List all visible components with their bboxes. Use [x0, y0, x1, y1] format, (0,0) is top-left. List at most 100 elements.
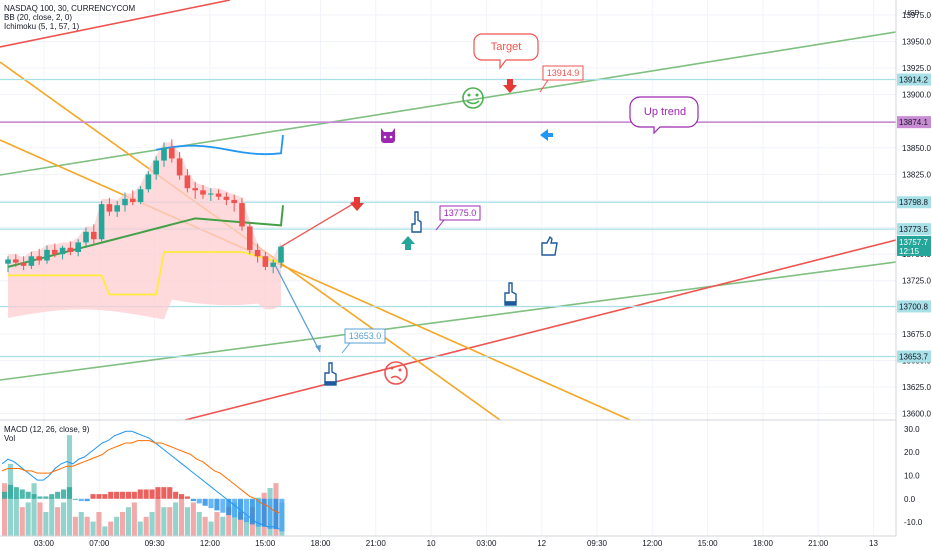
candle[interactable] — [28, 256, 35, 266]
time-tick-label: 03:00 — [34, 539, 55, 548]
volume-bar — [43, 512, 49, 536]
candle[interactable] — [247, 226, 253, 250]
price-box-3[interactable] — [344, 328, 386, 344]
candle[interactable] — [254, 249, 261, 257]
macd-histogram-bar — [102, 494, 108, 499]
smiley-icon — [462, 87, 484, 109]
price-tag[interactable] — [897, 116, 931, 129]
candle[interactable] — [83, 231, 89, 243]
candle[interactable] — [52, 249, 58, 255]
legend-bb[interactable]: BB (20, close, 2, 0) — [4, 13, 73, 22]
candle[interactable] — [44, 249, 50, 261]
annotations: Target Up trend 13914.9 13775.0 13653.0 — [324, 33, 699, 386]
arrow-down-icon — [350, 197, 364, 211]
currency-label[interactable]: USD — [905, 10, 920, 17]
candle[interactable] — [67, 247, 74, 252]
legend-symbol[interactable]: NASDAQ 100, 30, CURRENCYCOM — [4, 4, 136, 13]
price-axis[interactable] — [896, 0, 932, 550]
candle[interactable] — [169, 147, 175, 159]
candle[interactable] — [239, 203, 245, 227]
price-tag-label: 13700.8 — [899, 302, 928, 311]
time-tick-label: 15:00 — [698, 539, 719, 548]
macd-histogram-bar — [173, 491, 179, 499]
volume-bar — [161, 507, 167, 536]
uptrend-callout[interactable] — [629, 96, 699, 135]
macd-histogram-bar — [267, 498, 273, 530]
candle[interactable] — [215, 193, 222, 197]
price-tick-label: 13850.0 — [902, 144, 931, 153]
macd-histogram-bar — [243, 498, 249, 523]
macd-histogram-bar — [190, 498, 196, 502]
price-tag[interactable] — [897, 196, 931, 209]
price-tag[interactable] — [897, 350, 931, 363]
macd-histogram-bar — [2, 491, 8, 499]
trend-line[interactable] — [0, 139, 631, 421]
candle[interactable] — [122, 198, 128, 206]
candle[interactable] — [130, 198, 136, 203]
price-tick-label: 13950.0 — [902, 37, 931, 46]
candle[interactable] — [5, 259, 11, 264]
time-axis-ticks: 03:00 07:00 09:30 12:00 15:00 18:00 21:00 10 03:… — [34, 539, 879, 548]
candle[interactable] — [36, 256, 42, 261]
volume-bar — [2, 483, 8, 536]
macd-histogram-bar — [43, 496, 49, 499]
candle[interactable] — [184, 175, 191, 189]
candle[interactable] — [223, 196, 230, 200]
volume-bar — [108, 521, 114, 536]
candle[interactable] — [153, 160, 159, 175]
candle[interactable] — [75, 242, 81, 252]
candle[interactable] — [106, 204, 113, 212]
candle[interactable] — [231, 199, 237, 204]
pointing-hand-icon — [504, 282, 517, 306]
target-callout[interactable] — [473, 33, 539, 70]
macd-histogram-bar — [13, 487, 19, 499]
price-tag[interactable] — [897, 73, 931, 86]
volume-bar — [184, 507, 190, 536]
time-tick-label: 03:00 — [476, 539, 497, 548]
macd-histogram-bar — [7, 484, 13, 499]
thumbs-up-icon — [541, 235, 558, 256]
volume-bar — [55, 507, 61, 536]
pointing-hand-icon — [411, 211, 422, 233]
trend-line[interactable] — [184, 239, 897, 421]
candle[interactable] — [13, 259, 19, 263]
candle[interactable] — [137, 189, 144, 203]
time-tick-label: 13 — [869, 539, 878, 548]
candle[interactable] — [114, 205, 120, 212]
candle[interactable] — [59, 247, 66, 255]
legend-vol[interactable]: Vol — [4, 434, 16, 443]
price-tag-label: 13914.2 — [899, 76, 928, 85]
candle[interactable] — [192, 188, 198, 191]
macd-histogram-bar — [125, 491, 131, 499]
last-price-tag[interactable] — [897, 235, 931, 256]
volume-bar — [102, 526, 108, 536]
candle[interactable] — [208, 193, 214, 195]
price-box-2[interactable] — [439, 205, 481, 221]
candle[interactable] — [145, 174, 152, 190]
candle[interactable] — [270, 262, 276, 267]
candle[interactable] — [20, 262, 27, 266]
price-tag[interactable] — [897, 223, 931, 236]
candle[interactable] — [262, 256, 269, 267]
macd-histogram-bar — [226, 498, 232, 516]
trend-line[interactable] — [0, 261, 897, 381]
candle[interactable] — [161, 147, 167, 161]
macd-tick-label: 10.0 — [904, 472, 920, 481]
candle[interactable] — [278, 246, 284, 263]
volume-bar — [167, 507, 173, 536]
macd-histogram-bar — [137, 489, 143, 499]
forecast-down-path[interactable] — [274, 264, 321, 353]
candle[interactable] — [98, 204, 105, 240]
legend-ichimoku[interactable]: Ichimoku (5, 1, 57, 1) — [4, 22, 80, 31]
legend-macd[interactable]: MACD (12, 26, close, 9) — [4, 425, 90, 434]
candle[interactable] — [200, 190, 206, 195]
price-tag[interactable] — [897, 300, 931, 313]
trend-line[interactable] — [0, 0, 231, 48]
candle[interactable] — [91, 231, 97, 240]
forecast-up-path[interactable] — [280, 200, 359, 248]
price-tick-label: 13975.0 — [902, 11, 931, 20]
trend-line[interactable] — [0, 31, 897, 176]
price-box-1[interactable] — [542, 65, 584, 81]
candle[interactable] — [176, 158, 183, 176]
